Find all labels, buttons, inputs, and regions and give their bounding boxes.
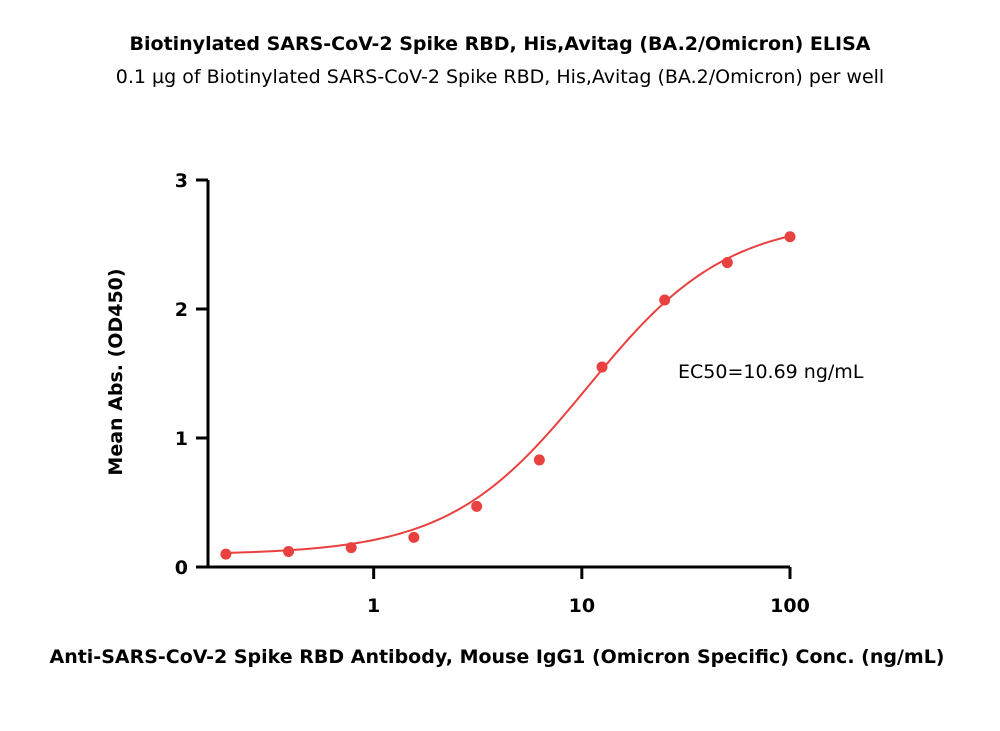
x-ticks: 1 10 100 [367,567,810,617]
data-point [471,500,483,512]
y-tick-label: 3 [175,170,188,192]
y-tick-label: 2 [175,299,188,321]
data-point [408,531,420,543]
data-points [220,231,796,560]
ec50-annotation: EC50=10.69 ng/mL [678,361,864,383]
data-point [596,361,608,373]
y-tick-label: 0 [175,557,188,579]
y-tick-label: 1 [175,428,188,450]
x-tick-label: 10 [569,595,595,617]
chart-title: Biotinylated SARS-CoV-2 Spike RBD, His,A… [130,33,871,55]
data-point [659,294,671,306]
data-point [533,454,545,466]
axes [206,180,790,569]
data-point [345,542,357,554]
x-tick-label: 1 [367,595,380,617]
data-point [283,546,295,558]
x-axis-label: Anti-SARS-CoV-2 Spike RBD Antibody, Mous… [49,646,944,668]
data-point [721,257,733,269]
y-axis-label: Mean Abs. (OD450) [105,268,127,475]
fit-curve [225,235,791,554]
y-ticks: 0 1 2 3 [175,170,208,579]
data-point [220,548,232,560]
x-tick-label: 100 [770,595,810,617]
chart-subtitle: 0.1 µg of Biotinylated SARS-CoV-2 Spike … [116,66,884,88]
data-point [784,231,796,243]
